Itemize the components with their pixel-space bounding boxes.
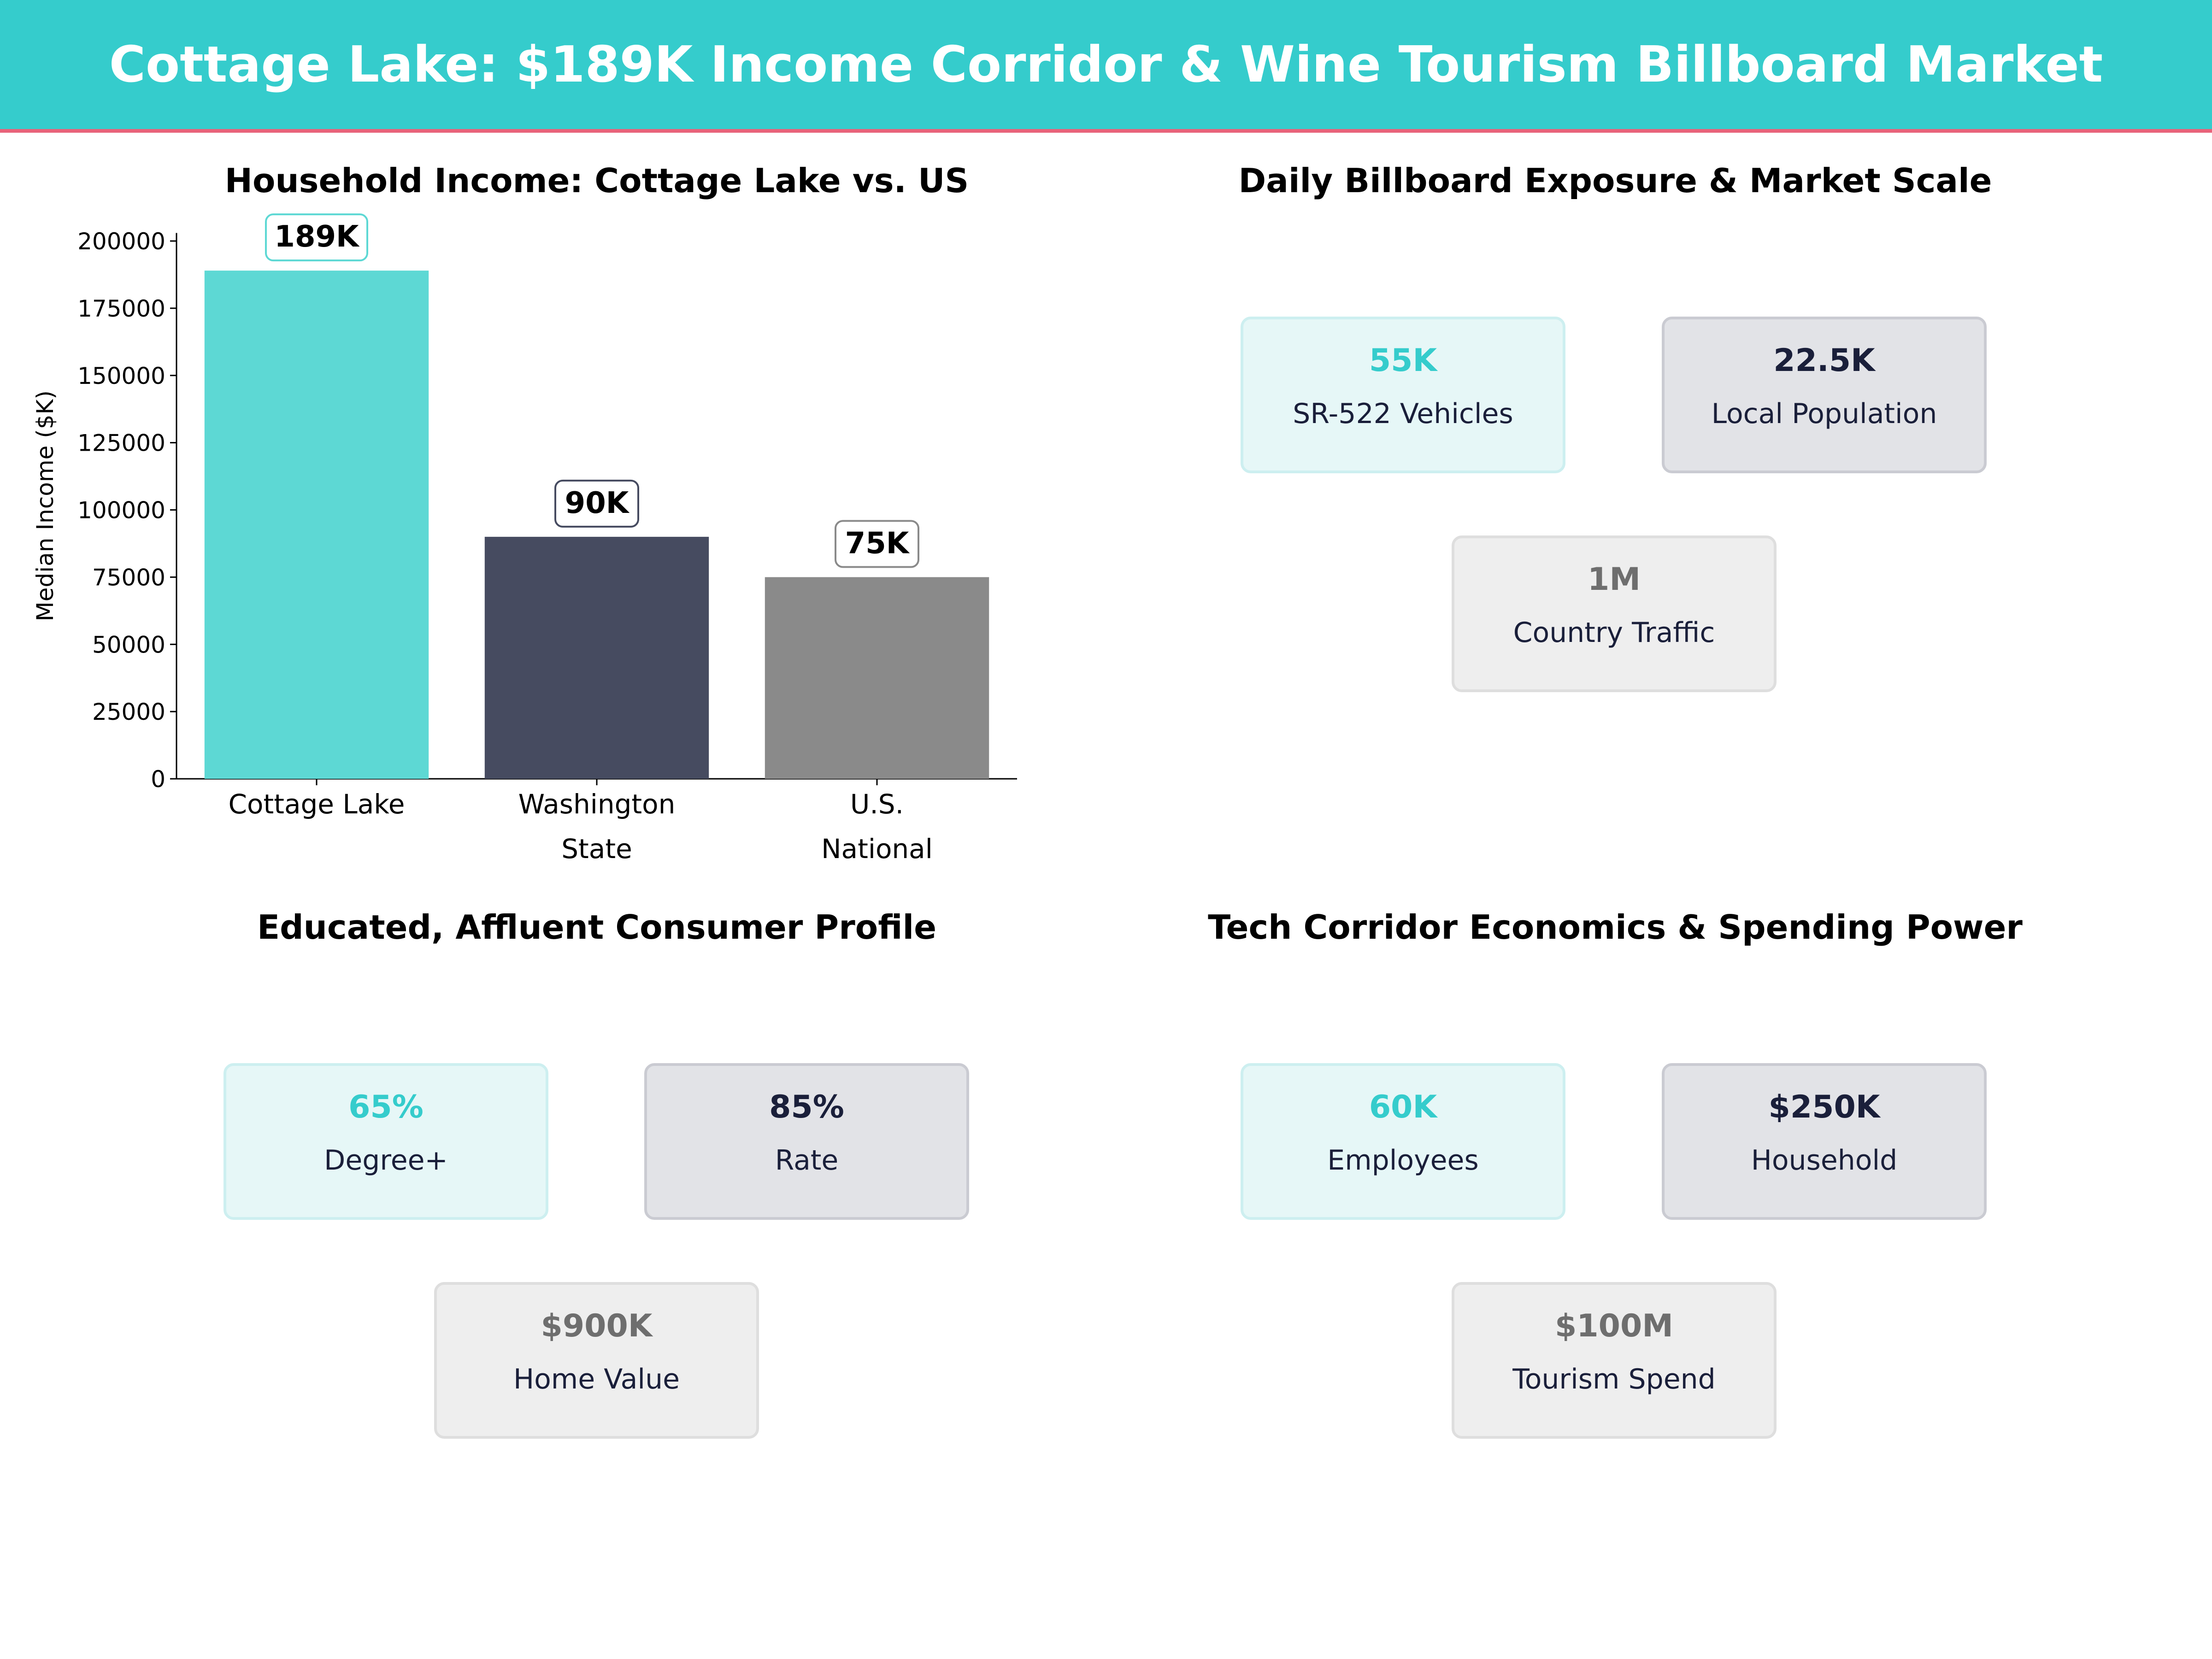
page-title: Cottage Lake: $189K Income Corridor & Wi…: [109, 35, 2103, 94]
data-label: 75K: [845, 526, 910, 560]
y-tick-label: 50000: [92, 631, 165, 658]
metric-card-employees: 60K Employees: [1241, 1063, 1565, 1220]
metric-card-traffic: 1M Country Traffic: [1452, 535, 1777, 692]
data-label-box: [835, 520, 919, 568]
panel-title-tech: Tech Corridor Economics & Spending Power: [1208, 908, 2023, 947]
income-bar-chart: 0 25000 50000 75000 100000 125000 150000 175000…: [32, 213, 1017, 865]
header-banner: Cottage Lake: $189K Income Corridor & Wi…: [0, 0, 2212, 133]
metric-value: 60K: [1369, 1089, 1437, 1125]
panel-title-consumer: Educated, Affluent Consumer Profile: [257, 908, 937, 947]
y-tick-label: 150000: [77, 363, 165, 389]
metric-label: Household: [1751, 1144, 1898, 1177]
x-tick-label: Washington: [518, 788, 676, 820]
data-label: 189K: [274, 220, 360, 254]
metric-label: Country Traffic: [1513, 617, 1715, 649]
x-tick-label: Cottage Lake: [228, 788, 405, 820]
x-tick-label: U.S.: [850, 788, 904, 820]
x-tick-label: National: [821, 833, 933, 865]
chart-title: Household Income: Cottage Lake vs. US: [224, 161, 969, 200]
metric-value: $900K: [541, 1308, 653, 1344]
metric-card-rate: 85% Rate: [644, 1063, 969, 1220]
metric-value: 85%: [769, 1089, 844, 1125]
data-label: 90K: [565, 486, 630, 520]
metric-label: Tourism Spend: [1512, 1363, 1716, 1395]
y-tick-label: 200000: [77, 228, 165, 255]
x-tick-label: State: [561, 833, 632, 865]
metric-label: Employees: [1327, 1144, 1479, 1177]
metric-label: Degree+: [324, 1144, 448, 1177]
metric-label: Home Value: [513, 1363, 680, 1395]
metric-value: 1M: [1588, 561, 1641, 598]
metric-value: 65%: [348, 1089, 424, 1125]
metric-value: 22.5K: [1773, 342, 1875, 379]
y-tick-label: 100000: [77, 497, 165, 524]
bar: [484, 536, 709, 779]
metric-card-population: 22.5K Local Population: [1662, 317, 1987, 473]
data-label-box: [554, 479, 639, 528]
metric-value: 55K: [1369, 342, 1437, 379]
data-label-box: [265, 213, 368, 262]
metric-card-vehicles: 55K SR-522 Vehicles: [1241, 317, 1565, 473]
bar: [765, 577, 989, 779]
y-tick-label: 0: [151, 766, 165, 793]
metric-card-degree: 65% Degree+: [224, 1063, 548, 1220]
metric-value: $100M: [1555, 1308, 1673, 1344]
y-tick-label: 25000: [92, 699, 165, 725]
y-tick-label: 175000: [77, 295, 165, 322]
metric-label: Local Population: [1711, 398, 1937, 430]
metric-card-household: $250K Household: [1662, 1063, 1987, 1220]
metric-card-tourism: $100M Tourism Spend: [1452, 1282, 1777, 1439]
y-axis-label: Median Income ($K): [32, 390, 59, 621]
y-tick-label: 75000: [92, 564, 165, 591]
metric-label: Rate: [775, 1144, 839, 1177]
metric-card-home-value: $900K Home Value: [434, 1282, 759, 1439]
panel-title-exposure: Daily Billboard Exposure & Market Scale: [1238, 161, 1992, 200]
y-tick-label: 125000: [77, 430, 165, 457]
metric-value: $250K: [1768, 1089, 1880, 1125]
metric-label: SR-522 Vehicles: [1293, 398, 1513, 430]
bar: [204, 271, 429, 779]
